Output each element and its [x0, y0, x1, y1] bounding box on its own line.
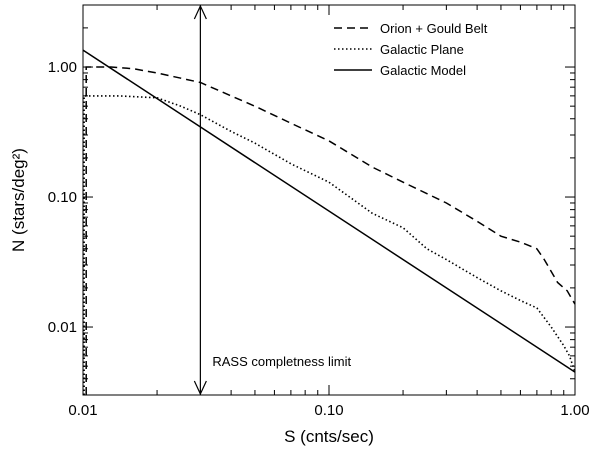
series-line-galactic-model: [82, 49, 576, 373]
y-axis-title: N (stars/deg²): [9, 148, 28, 252]
y-tick-label: 0.01: [48, 319, 77, 336]
series-line-orion-gould-belt: [85, 66, 576, 395]
series-line-galactic-plane: [83, 95, 576, 395]
series-layer: [82, 49, 576, 395]
rass-completeness-label: RASS completness limit: [212, 354, 351, 369]
completeness-arrow: [193, 4, 207, 396]
legend-label: Galactic Plane: [380, 42, 464, 57]
legend-label: Orion + Gould Belt: [380, 21, 488, 36]
x-tick-label: 0.10: [314, 402, 343, 419]
y-tick-label: 0.10: [48, 189, 77, 206]
x-tick-label: 1.00: [560, 402, 589, 419]
legend-label: Galactic Model: [380, 63, 466, 78]
y-tick-label: 1.00: [48, 59, 77, 76]
x-axis-title: S (cnts/sec): [284, 427, 374, 446]
tick-layer: 0.01 0.10 1.00 0.01 0.10 1.00: [48, 4, 590, 419]
x-tick-label: 0.01: [68, 402, 97, 419]
plot-frame: [82, 4, 576, 396]
legend: Orion + Gould Belt Galactic Plane Galactic…: [334, 21, 488, 78]
